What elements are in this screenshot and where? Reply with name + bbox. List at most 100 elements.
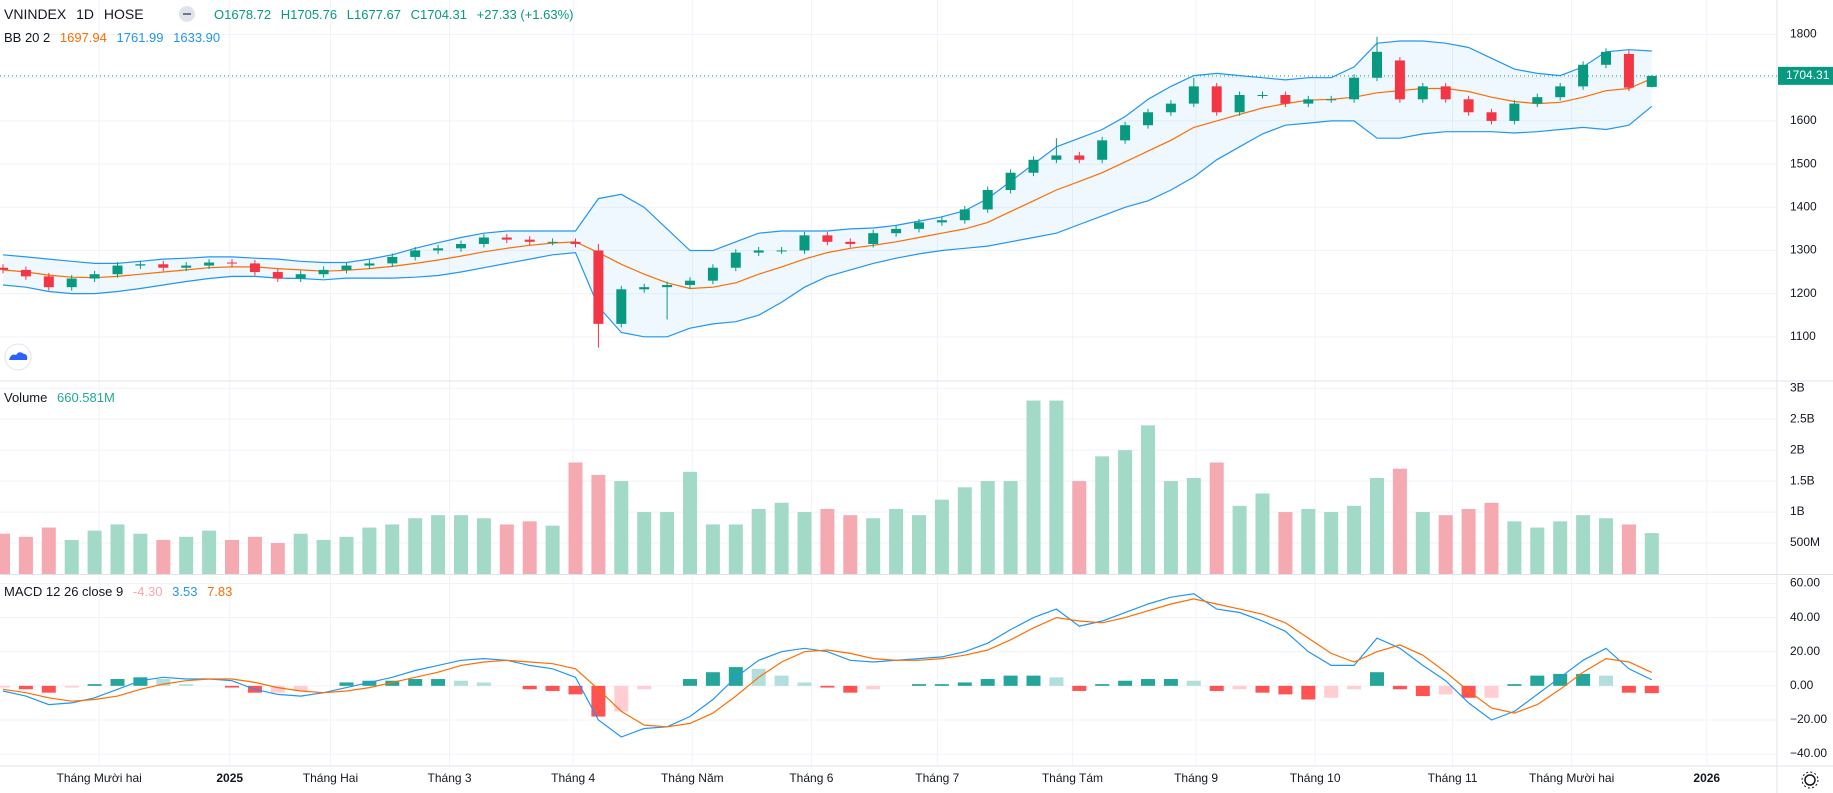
ohlc-letter: L xyxy=(346,7,354,22)
volume-bar xyxy=(1576,515,1591,574)
ohlc-value: 1677.67 xyxy=(354,7,401,22)
volume-bar xyxy=(1118,450,1133,574)
volume-bar xyxy=(156,539,171,574)
candle-body xyxy=(456,243,466,249)
volume-bar xyxy=(980,481,995,574)
exchange: HOSE xyxy=(103,6,144,22)
candle-body xyxy=(547,241,558,243)
candle-body xyxy=(616,289,627,324)
macd-histogram-bar xyxy=(385,680,400,686)
settings-button[interactable] xyxy=(1804,774,1816,786)
candle-body xyxy=(914,222,924,229)
volume-bar xyxy=(866,518,881,574)
volume-bar xyxy=(1438,515,1453,574)
macd-histogram-bar xyxy=(1095,684,1110,686)
candle-body xyxy=(1188,86,1199,104)
candle-body xyxy=(593,250,604,324)
macd-histogram-bar xyxy=(705,672,720,686)
macd-histogram-bar xyxy=(1324,685,1339,698)
ohlc-value: 1678.72 xyxy=(224,7,272,22)
macd-histogram-bar xyxy=(1347,685,1362,690)
ohlc-letter: C xyxy=(410,7,421,22)
macd-histogram-bar xyxy=(133,677,148,686)
candle-body xyxy=(1280,95,1291,104)
volume-bar xyxy=(1232,505,1247,574)
macd-histogram-bar xyxy=(728,667,743,686)
x-tick-label: Tháng 7 xyxy=(915,771,959,785)
x-tick-label: Tháng 6 xyxy=(789,771,833,785)
y-tick-label: 1.5B xyxy=(1790,473,1815,487)
candle-body xyxy=(1417,86,1428,100)
volume-bar xyxy=(728,524,743,574)
macd-histogram-bar xyxy=(545,685,560,691)
macd-histogram-bar xyxy=(637,685,652,690)
candle-body xyxy=(1120,125,1131,141)
volume-bar xyxy=(41,527,56,574)
volume-bar xyxy=(1461,508,1476,574)
volume-bar xyxy=(774,502,789,574)
candle-body xyxy=(1051,155,1062,160)
y-tick-label: 1400 xyxy=(1790,199,1817,213)
x-tick-label: Tháng 11 xyxy=(1428,771,1478,785)
macd-histogram-bar xyxy=(225,685,239,688)
candle-body xyxy=(1578,64,1589,87)
x-tick-label: Tháng Năm xyxy=(661,771,724,785)
macd-histogram-bar xyxy=(866,685,881,690)
volume-legend: Volume 660.581M xyxy=(4,390,121,405)
volume-bar xyxy=(1255,493,1270,574)
volume-bar xyxy=(1370,478,1384,574)
y-tick-label: 1500 xyxy=(1790,156,1817,170)
macd-histogram-bar xyxy=(1370,672,1384,686)
volume-bar xyxy=(843,515,858,574)
ohlc-value: 1705.76 xyxy=(290,7,338,22)
last-price-tag xyxy=(1778,66,1833,85)
bb-line xyxy=(2,105,1653,338)
volume-bar xyxy=(1644,533,1659,574)
macd-histogram-bar xyxy=(156,679,171,686)
macd-histogram-bar xyxy=(1438,685,1453,695)
volume-bar xyxy=(1163,481,1178,574)
candle-body xyxy=(410,250,421,257)
macd-histogram-bar xyxy=(957,682,972,686)
volume-bar xyxy=(179,536,194,574)
y-tick-label: 1600 xyxy=(1790,113,1817,127)
volume-bar xyxy=(683,471,697,574)
candle-body xyxy=(1028,159,1039,173)
macd-histogram-bar xyxy=(591,685,606,717)
candle-body xyxy=(1623,53,1634,88)
volume-bar xyxy=(614,481,629,574)
candle-body xyxy=(959,209,970,221)
candle-body xyxy=(158,264,169,268)
volume-bar xyxy=(1392,468,1407,574)
macd-histogram-bar xyxy=(522,685,537,690)
candle-body xyxy=(364,263,375,266)
settings-gear xyxy=(1801,771,1819,789)
volume-bar xyxy=(591,474,606,574)
y-tick-label: 1100 xyxy=(1790,329,1816,343)
macd-value: 3.53 xyxy=(172,584,198,599)
candle-body xyxy=(433,248,444,251)
macd-histogram-bar xyxy=(476,682,491,686)
interval: 1D xyxy=(76,6,95,22)
macd-histogram-bar xyxy=(1599,675,1613,686)
volume-bar xyxy=(499,524,514,574)
macd-histogram-bar xyxy=(934,684,949,686)
y-tick-label: 0.00 xyxy=(1790,678,1814,692)
last-price-label: 1704.31 xyxy=(1786,68,1830,82)
volume-bar xyxy=(1415,512,1430,574)
volume-bar xyxy=(293,533,308,574)
x-tick-label: Tháng Hai xyxy=(303,771,358,785)
y-tick-label: 500M xyxy=(1790,535,1820,549)
macd-histogram-bar xyxy=(179,684,194,686)
candle-body xyxy=(181,265,192,268)
candle-body xyxy=(1463,99,1474,113)
macd-histogram-bar xyxy=(1644,685,1659,694)
volume-bar xyxy=(797,512,812,574)
macd-histogram-bar xyxy=(1392,685,1407,690)
candle-body xyxy=(43,276,54,288)
volume-bar xyxy=(545,525,560,574)
candle-body xyxy=(1303,99,1314,104)
macd-histogram-bar xyxy=(1621,685,1636,693)
macd-histogram-bar xyxy=(1163,679,1178,686)
